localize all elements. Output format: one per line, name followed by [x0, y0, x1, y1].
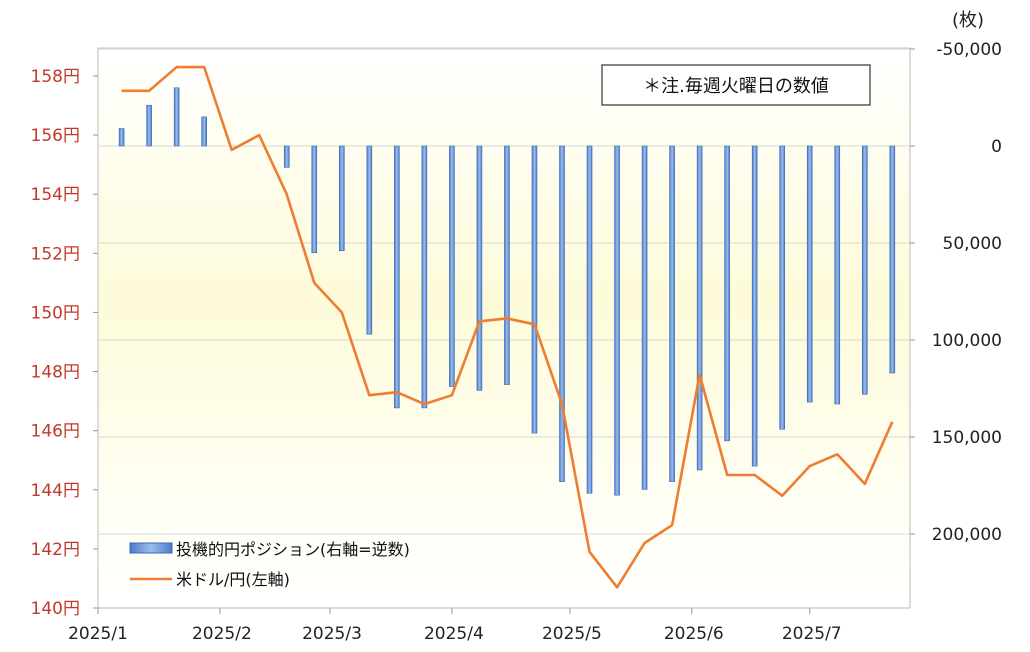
x-axis: 2025/1 2025/2 2025/3 2025/4 2025/5 2025/6 2025…: [68, 608, 842, 644]
note-text: ＊注.毎週火曜日の数値: [643, 76, 829, 97]
bar: [421, 145, 428, 409]
x-tick-label: 2025/3: [302, 624, 362, 644]
x-tick-label: 2025/6: [664, 624, 724, 644]
bar: [449, 145, 455, 387]
left-tick-label: 144円: [31, 481, 80, 501]
bar: [861, 145, 868, 395]
left-tick-label: 152円: [31, 244, 80, 264]
bar: [669, 145, 675, 482]
note-box: ＊注.毎週火曜日の数値: [601, 64, 871, 106]
bar: [476, 145, 483, 391]
bar: [834, 145, 841, 405]
right-tick-label: -50,000: [936, 40, 1002, 60]
bar: [338, 145, 345, 252]
left-tick-label: 142円: [31, 540, 80, 560]
right-tick-label: 50,000: [943, 234, 1002, 254]
legend-line-label: 米ドル/円(左軸): [176, 570, 290, 589]
bar: [724, 145, 730, 442]
bar: [586, 145, 593, 494]
left-tick-label: 140円: [31, 599, 80, 619]
right-tick-label: 150,000: [932, 428, 1002, 448]
left-tick-label: 148円: [31, 363, 80, 383]
bar: [559, 145, 565, 482]
left-tick-label: 150円: [31, 303, 80, 323]
bar: [531, 145, 538, 434]
bar: [201, 116, 207, 147]
right-tick-label: 0: [991, 137, 1002, 157]
bar: [311, 145, 318, 253]
x-tick-label: 2025/2: [192, 624, 252, 644]
left-tick-label: 146円: [31, 422, 80, 442]
right-axis-unit-label: (枚): [952, 10, 984, 31]
left-tick-label: 158円: [31, 67, 80, 87]
grid: [97, 48, 911, 609]
bar: [366, 145, 373, 335]
legend: 投機的円ポジション(右軸=逆数) 米ドル/円(左軸): [129, 540, 410, 589]
bar: [806, 145, 813, 403]
legend-bar-swatch: [129, 542, 173, 554]
usd-jpy-line: [121, 65, 894, 589]
bar-series: [118, 87, 896, 496]
legend-bar-label: 投機的円ポジション(右軸=逆数): [176, 540, 410, 559]
bar: [173, 87, 180, 147]
line-series: [121, 65, 894, 589]
x-tick-label: 2025/7: [782, 624, 842, 644]
bar: [641, 145, 648, 490]
x-tick-label: 2025/5: [542, 624, 602, 644]
bar: [696, 145, 703, 471]
bar: [118, 128, 125, 147]
bar: [889, 145, 896, 374]
right-tick-label: 100,000: [932, 331, 1002, 351]
bar: [146, 104, 152, 147]
left-tick-label: 154円: [31, 185, 80, 205]
left-tick-label: 156円: [31, 126, 80, 146]
bar: [614, 145, 620, 496]
right-axis: -50,000 0 50,000 100,000 150,000 200,000: [910, 40, 1002, 545]
x-tick-label: 2025/1: [68, 624, 128, 644]
x-tick-label: 2025/4: [424, 624, 484, 644]
bar: [504, 145, 510, 385]
plot-area-background: [97, 47, 911, 609]
right-tick-label: 200,000: [932, 525, 1002, 545]
bar: [779, 145, 786, 430]
bar: [394, 145, 400, 409]
left-axis: 140円 142円 144円 146円 148円 150円 152円 154円 156円 158円: [31, 67, 98, 619]
bar: [751, 145, 758, 467]
bar: [283, 145, 290, 168]
